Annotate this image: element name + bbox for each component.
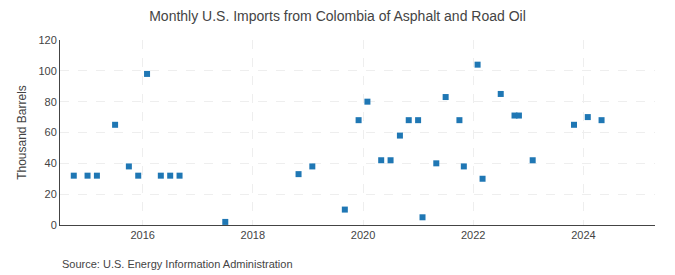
svg-text:Monthly U.S. Imports from Colo: Monthly U.S. Imports from Colombia of As… bbox=[149, 8, 526, 24]
svg-text:100: 100 bbox=[38, 65, 56, 77]
svg-text:Thousand Barrels: Thousand Barrels bbox=[15, 85, 29, 180]
svg-text:2018: 2018 bbox=[241, 229, 265, 241]
svg-text:2016: 2016 bbox=[130, 229, 154, 241]
svg-text:20: 20 bbox=[45, 188, 57, 200]
svg-text:120: 120 bbox=[38, 34, 56, 46]
svg-text:60: 60 bbox=[45, 126, 57, 138]
svg-text:2022: 2022 bbox=[461, 229, 485, 241]
svg-text:2024: 2024 bbox=[571, 229, 595, 241]
svg-text:40: 40 bbox=[45, 157, 57, 169]
svg-text:2020: 2020 bbox=[351, 229, 375, 241]
svg-text:80: 80 bbox=[45, 96, 57, 108]
svg-text:Source: U.S. Energy Informatio: Source: U.S. Energy Information Administ… bbox=[62, 258, 293, 270]
svg-text:0: 0 bbox=[51, 219, 57, 231]
